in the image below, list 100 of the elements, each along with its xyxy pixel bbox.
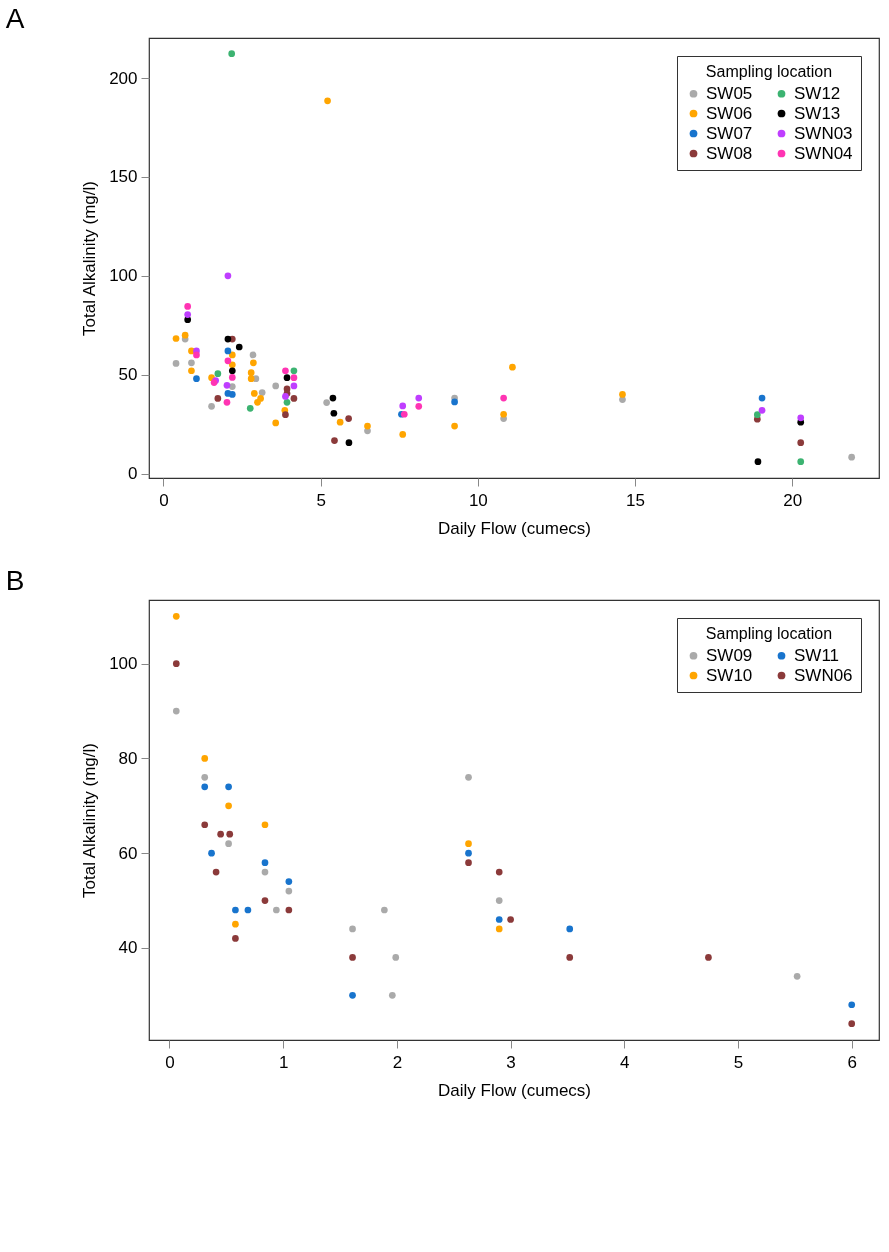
point xyxy=(188,367,195,375)
point xyxy=(250,390,258,397)
point xyxy=(290,382,298,390)
point xyxy=(247,375,255,382)
point xyxy=(324,97,331,105)
point xyxy=(415,402,423,410)
point xyxy=(797,414,805,422)
point xyxy=(290,395,298,402)
point xyxy=(201,821,209,829)
point xyxy=(172,612,180,620)
y-axis-title: Total Alkalinity (mg/l) xyxy=(80,743,100,898)
x-tick-label: 4 xyxy=(620,1052,630,1072)
point xyxy=(193,375,200,382)
point xyxy=(246,404,254,412)
point xyxy=(228,361,236,369)
x-tick-label: 3 xyxy=(506,1052,516,1072)
legend-label: SW05 xyxy=(706,83,753,103)
point xyxy=(465,774,472,781)
point xyxy=(258,389,266,396)
point xyxy=(758,406,766,414)
point xyxy=(247,369,255,377)
point xyxy=(399,402,407,410)
point xyxy=(797,458,805,466)
legend-label: SW07 xyxy=(706,123,753,143)
legend-label: SWN04 xyxy=(794,143,853,163)
point xyxy=(193,351,200,359)
point xyxy=(323,399,330,406)
x-tick-label: 15 xyxy=(626,490,645,510)
point xyxy=(226,830,234,838)
point xyxy=(224,272,232,280)
point xyxy=(451,398,458,406)
point xyxy=(399,431,407,438)
x-tick-label: 5 xyxy=(316,490,326,510)
point xyxy=(283,399,291,406)
point xyxy=(261,821,269,829)
point xyxy=(495,897,503,904)
point xyxy=(566,954,574,961)
point xyxy=(495,925,503,933)
point xyxy=(345,415,352,422)
point xyxy=(388,991,396,999)
point xyxy=(201,783,209,791)
point xyxy=(290,374,298,381)
y-tick-label: 100 xyxy=(109,654,138,674)
point xyxy=(336,418,344,426)
point xyxy=(273,906,280,914)
point xyxy=(228,383,236,390)
point xyxy=(451,422,458,430)
point xyxy=(224,357,232,365)
legend-label: SWN06 xyxy=(794,665,853,685)
point xyxy=(500,394,507,402)
legend-label: SW08 xyxy=(706,143,753,163)
x-tick-label: 5 xyxy=(733,1052,744,1072)
point xyxy=(500,410,507,418)
point xyxy=(758,394,766,402)
point xyxy=(465,849,472,857)
point xyxy=(848,1001,856,1009)
x-axis-title: Daily Flow (cumecs) xyxy=(437,518,592,538)
point xyxy=(261,897,269,904)
legend-label: SW10 xyxy=(706,665,753,685)
legend-title: Sampling location xyxy=(705,63,833,80)
point xyxy=(349,991,356,999)
point xyxy=(290,367,298,375)
point xyxy=(349,925,356,933)
x-tick-label: 6 xyxy=(847,1052,857,1072)
point xyxy=(566,925,574,933)
point xyxy=(272,419,280,427)
point xyxy=(509,363,516,371)
point xyxy=(208,402,215,410)
y-tick-label: 60 xyxy=(118,843,138,863)
point xyxy=(225,783,232,791)
point xyxy=(797,439,805,447)
y-tick-label: 0 xyxy=(128,464,138,484)
point xyxy=(201,755,209,762)
point xyxy=(224,335,232,343)
legend-label: SW06 xyxy=(706,103,753,123)
point xyxy=(285,878,293,885)
point xyxy=(184,303,192,310)
point xyxy=(228,391,236,398)
point xyxy=(282,367,289,375)
point xyxy=(848,1020,856,1028)
point xyxy=(261,868,269,876)
point xyxy=(181,331,189,339)
point xyxy=(223,382,231,389)
legend-label: SW11 xyxy=(794,645,840,665)
point xyxy=(261,859,269,866)
point xyxy=(217,830,224,838)
legend-label: SWN03 xyxy=(794,123,853,143)
point xyxy=(415,394,423,402)
point xyxy=(228,351,236,359)
point xyxy=(793,972,801,980)
point xyxy=(214,395,222,402)
point xyxy=(465,840,472,848)
point xyxy=(381,906,388,914)
y-tick-label: 200 xyxy=(109,68,138,88)
y-tick-label: 80 xyxy=(118,748,138,768)
x-tick-label: 20 xyxy=(783,490,803,510)
point xyxy=(283,374,291,381)
point xyxy=(235,343,243,351)
point xyxy=(848,453,855,461)
legend-title: Sampling location xyxy=(705,625,833,642)
